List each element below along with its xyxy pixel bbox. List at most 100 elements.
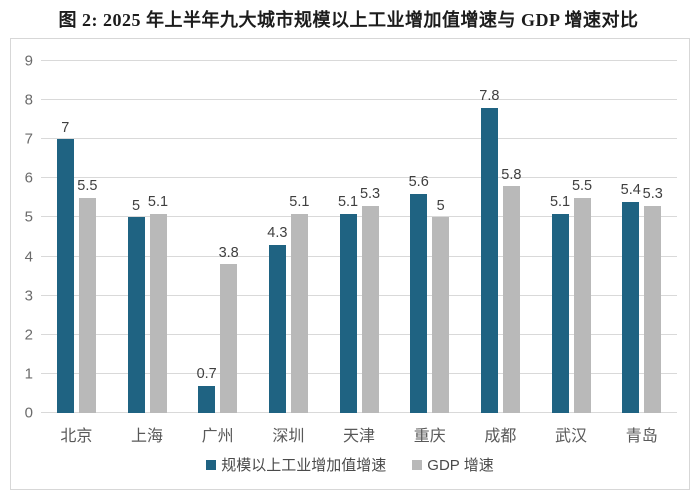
- industrial-output-bar: [622, 201, 640, 413]
- bar-value-label: 5.4: [620, 182, 641, 199]
- gridline-4: [41, 255, 677, 257]
- gridline-1: [41, 372, 677, 374]
- gdp-growth-bar: [149, 213, 167, 413]
- gdp-growth-bar: [573, 197, 591, 413]
- industrial-output-bar: [480, 107, 498, 413]
- x-axis-label: 深圳: [272, 428, 305, 445]
- x-axis-label: 青岛: [625, 428, 658, 445]
- x-axis-label: 北京: [60, 428, 93, 445]
- gdp-bar-wrap: 5.1: [289, 61, 310, 413]
- gridline-8: [41, 99, 677, 101]
- legend: 规模以上工业增加值增速 GDP 增速: [11, 454, 689, 475]
- legend-label-gdp: GDP 增速: [427, 457, 494, 474]
- y-tick-label-8: 8: [24, 91, 33, 109]
- industrial-output-bar: [56, 139, 74, 413]
- bar-group: 7 5.5 北京: [41, 61, 112, 445]
- bar-group: 7.8 5.8 成都: [465, 61, 536, 445]
- bar-value-label: 3.8: [218, 244, 239, 261]
- x-axis-label: 重庆: [413, 428, 446, 445]
- bar-value-label: 7.8: [479, 88, 500, 105]
- y-axis: 0 1 2 3 4 5 6 7 8 9: [11, 54, 37, 421]
- gridline-7: [41, 138, 677, 140]
- industrial-bar-wrap: 0.7: [196, 61, 217, 413]
- bar-value-label: 5.6: [408, 174, 429, 191]
- bar-group: 4.3 5.1 深圳: [253, 61, 324, 445]
- bar-value-label: 5.1: [147, 194, 169, 211]
- bar-group: 5 5.1 上海: [112, 61, 183, 445]
- x-axis-label: 广州: [201, 428, 234, 445]
- y-tick-label-6: 6: [24, 169, 33, 187]
- gridline-3: [41, 294, 677, 296]
- gdp-growth-bar: [290, 213, 308, 413]
- industrial-bar-wrap: 5.4: [620, 61, 641, 413]
- bar-value-label: 4.3: [267, 225, 288, 242]
- legend-item-industrial: 规模以上工业增加值增速: [206, 454, 386, 475]
- industrial-output-bar: [127, 217, 145, 413]
- industrial-bar-wrap: 4.3: [267, 61, 288, 413]
- y-tick-label-7: 7: [24, 130, 33, 148]
- y-tick-label-2: 2: [24, 326, 33, 344]
- bar-group: 5.1 5.3 天津: [324, 61, 395, 445]
- industrial-bar-wrap: 5.1: [338, 61, 358, 413]
- industrial-output-bar: [268, 244, 286, 413]
- y-tick-label-4: 4: [24, 248, 33, 266]
- bar-value-label: 5.5: [77, 178, 98, 195]
- gdp-growth-bar: [644, 205, 662, 413]
- bar-value-label: 7: [61, 119, 70, 136]
- bar-groups: 7 5.5 北京 5 5.1 上海 0.7 3.8 广州 4.3 5.1 深圳 5.1 5.3 天津 5.6 5…: [41, 61, 677, 445]
- bar-value-label: 5: [131, 197, 141, 214]
- gdp-bar-wrap: 5.8: [501, 61, 522, 413]
- gdp-bar-wrap: 3.8: [218, 61, 239, 413]
- gdp-growth-bar: [502, 186, 520, 413]
- industrial-bar-wrap: 7.8: [479, 61, 500, 413]
- gdp-growth-bar: [361, 205, 379, 413]
- x-axis-label: 成都: [484, 428, 517, 445]
- bar-group: 5.4 5.3 青岛: [606, 61, 677, 445]
- bar-value-label: 5.5: [571, 178, 593, 195]
- gdp-growth-bar: [78, 197, 96, 413]
- figure-title: 图 2: 2025 年上半年九大城市规模以上工业增加值增速与 GDP 增速对比: [58, 10, 639, 30]
- bar-value-label: 5.3: [642, 186, 663, 203]
- gdp-bar-wrap: 5.3: [642, 61, 663, 413]
- industrial-bar-wrap: 5.6: [408, 61, 429, 413]
- legend-label-industrial: 规模以上工业增加值增速: [221, 457, 387, 474]
- y-tick-label-0: 0: [24, 404, 33, 422]
- y-tick-label-1: 1: [24, 365, 33, 383]
- gridline-5: [41, 216, 677, 218]
- bar-group: 5.6 5 重庆: [394, 61, 465, 445]
- gdp-bar-wrap: 5.3: [359, 61, 381, 413]
- bar-value-label: 5: [436, 197, 445, 214]
- bar-value-label: 5.8: [501, 166, 522, 183]
- gdp-growth-bar: [432, 217, 450, 413]
- gridline-9: [41, 60, 677, 61]
- bar-group: 0.7 3.8 广州: [182, 61, 253, 445]
- gdp-bar-wrap: 5: [432, 61, 450, 413]
- industrial-bar-wrap: 5: [127, 61, 145, 413]
- industrial-bar-wrap: 7: [56, 61, 74, 413]
- industrial-output-bar: [551, 213, 569, 413]
- y-tick-label-9: 9: [24, 52, 33, 70]
- legend-item-gdp: GDP 增速: [412, 454, 494, 475]
- industrial-output-bar: [198, 385, 216, 413]
- plot-area: 7 5.5 北京 5 5.1 上海 0.7 3.8 广州 4.3 5.1 深圳 5.1 5.3 天津 5.6 5…: [41, 60, 677, 445]
- bar-value-label: 5.3: [359, 186, 381, 203]
- x-axis-label: 武汉: [555, 428, 588, 445]
- gdp-growth-bar: [220, 264, 238, 413]
- x-axis-label: 上海: [131, 428, 164, 445]
- bar-value-label: 5.1: [289, 194, 310, 211]
- gridline-0: [41, 412, 677, 413]
- industrial-output-bar: [410, 193, 428, 413]
- bar-value-label: 5.1: [549, 194, 571, 211]
- x-axis-label: 天津: [343, 428, 376, 445]
- gdp-bar-wrap: 5.1: [147, 61, 169, 413]
- y-tick-label-5: 5: [24, 208, 33, 226]
- bar-group: 5.1 5.5 武汉: [536, 61, 607, 445]
- y-tick-label-3: 3: [24, 287, 33, 305]
- industrial-output-bar: [339, 213, 357, 413]
- gdp-bar-wrap: 5.5: [571, 61, 593, 413]
- industrial-series-swatch: [206, 459, 217, 470]
- gdp-series-swatch: [412, 459, 423, 470]
- gdp-bar-wrap: 5.5: [77, 61, 98, 413]
- bar-value-label: 0.7: [196, 366, 217, 383]
